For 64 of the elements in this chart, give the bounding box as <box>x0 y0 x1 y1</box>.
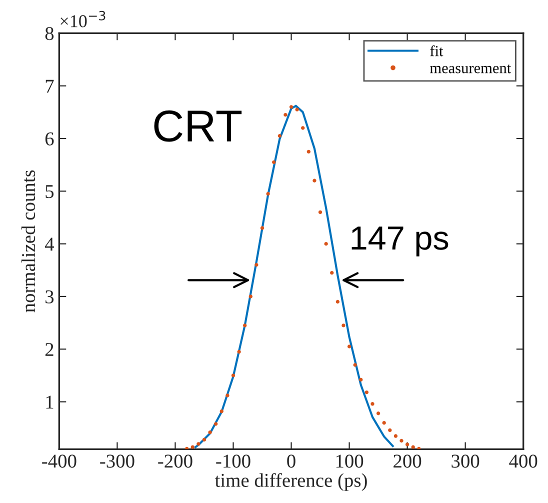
point <box>336 300 340 304</box>
x-tick-label: 0 <box>287 454 296 468</box>
x-tick-label: -200 <box>158 454 192 468</box>
point <box>272 160 276 164</box>
point <box>353 363 357 367</box>
y-tick-label: 4 <box>44 238 54 251</box>
y-tick-label: 3 <box>46 290 54 304</box>
point <box>266 192 270 196</box>
point <box>184 446 189 450</box>
point <box>214 422 218 426</box>
y-tick-label: 8 <box>45 27 54 40</box>
y-tick-label: 6 <box>45 132 54 146</box>
point <box>342 324 346 328</box>
legend-label: measurement <box>430 64 512 74</box>
point <box>301 126 305 130</box>
annotation: 147 ps <box>352 226 448 256</box>
annotation: CRT <box>154 110 242 142</box>
point <box>254 263 258 267</box>
point <box>220 409 224 414</box>
point <box>394 434 398 438</box>
point <box>306 150 311 154</box>
point <box>208 430 212 434</box>
point <box>400 438 404 443</box>
x-tick-label: -300 <box>100 454 134 468</box>
point <box>248 294 252 298</box>
point <box>226 394 230 398</box>
point <box>370 402 374 406</box>
point <box>388 428 392 432</box>
point <box>237 350 241 354</box>
point <box>190 445 194 449</box>
y-tick-label: 5 <box>46 185 54 198</box>
point <box>330 270 334 275</box>
point <box>260 226 264 230</box>
point <box>243 324 247 328</box>
point <box>312 178 316 182</box>
x-tick-label: 200 <box>394 454 422 468</box>
x-tick-label: 100 <box>336 454 364 468</box>
point <box>231 374 236 378</box>
point <box>202 438 206 442</box>
point <box>196 442 200 446</box>
point <box>359 378 363 382</box>
point <box>324 242 328 246</box>
point <box>347 344 352 348</box>
y-tick-label: 2 <box>45 343 54 356</box>
point <box>376 412 380 416</box>
point <box>278 134 282 138</box>
point <box>382 421 386 425</box>
point <box>405 442 410 446</box>
point <box>411 445 415 449</box>
y-tick-label: 7 <box>46 80 54 93</box>
legend-label: fit <box>430 45 444 56</box>
text: ×10$^{−3}$ <box>60 10 106 28</box>
x-tick-label: 300 <box>452 454 480 468</box>
x-tick-label: -100 <box>216 454 250 468</box>
point <box>284 112 288 117</box>
y-axis-title: normalized counts <box>21 170 36 312</box>
x-tick-label: 400 <box>509 454 538 468</box>
point <box>289 105 294 109</box>
point <box>295 108 299 112</box>
point <box>318 210 322 214</box>
y-tick-label: 1 <box>46 396 54 409</box>
point <box>364 390 369 394</box>
x-axis-title: time difference (ps) <box>214 473 367 491</box>
x-tick-label: -400 <box>42 454 76 468</box>
